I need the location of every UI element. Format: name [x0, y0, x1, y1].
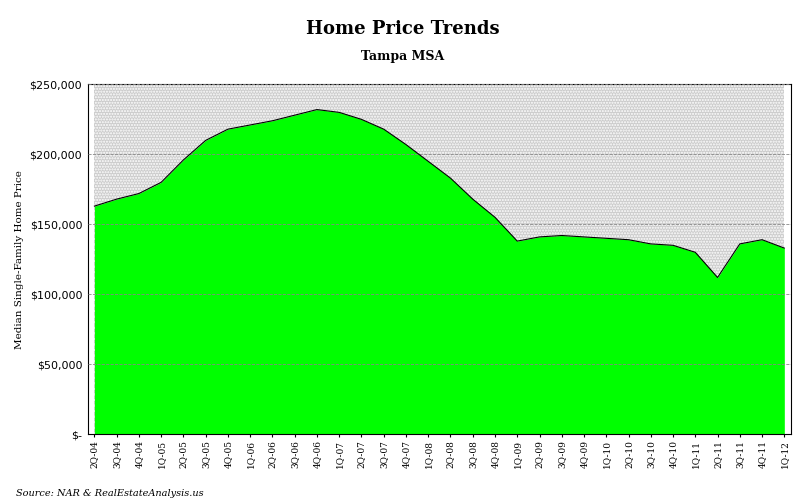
Text: Source: NAR & RealEstateAnalysis.us: Source: NAR & RealEstateAnalysis.us	[16, 489, 204, 498]
Y-axis label: Median Single-Family Home Price: Median Single-Family Home Price	[15, 170, 24, 349]
Text: Home Price Trends: Home Price Trends	[306, 20, 500, 38]
Text: Tampa MSA: Tampa MSA	[361, 50, 445, 63]
